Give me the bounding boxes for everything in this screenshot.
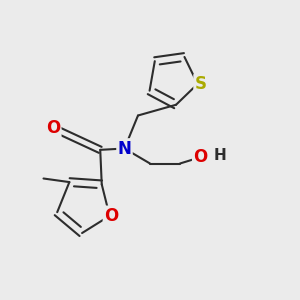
Text: O: O [193,148,208,166]
Text: S: S [195,75,207,93]
Text: N: N [118,140,131,158]
Text: O: O [104,207,118,225]
Text: O: O [46,119,60,137]
Text: H: H [214,148,226,164]
